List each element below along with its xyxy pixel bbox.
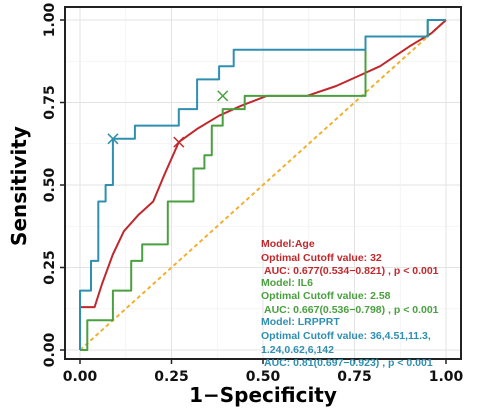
x-tick-label: 0.75: [337, 369, 372, 385]
x-tick-label: 0.00: [63, 369, 98, 385]
reference-diagonal: [79, 19, 447, 351]
roc-line-lrpprt: [79, 19, 446, 350]
reference-line: [79, 19, 447, 351]
axis-ticks: 0.00 0.00 0.25 0.25 0.50 0.50 0.75 0.75 1.00 1.00: [42, 2, 464, 385]
y-tick-label: 0.25: [42, 250, 58, 285]
y-tick-label: 0.50: [42, 167, 58, 202]
roc-line-age: [79, 19, 447, 350]
y-tick-label: 0.75: [42, 85, 58, 120]
cutoff-marker-lrpprt: [107, 133, 119, 145]
annotation-line: Model:Age: [261, 238, 315, 250]
legend-annotations: Model:Age Optimal Cutoff value: 32 AUC: 0…: [261, 238, 439, 369]
y-tick-label: 0.00: [42, 332, 58, 367]
x-axis-title: 1−Specificity: [189, 383, 337, 407]
x-tick-label: 0.25: [154, 369, 189, 385]
annotation-line: AUC: 0.677(0.534−0.821) , p < 0.001: [264, 265, 439, 277]
annotation-line: AUC: 0.667(0.536−0.798) , p < 0.001: [264, 304, 439, 316]
cutoff-marker-stroke: [107, 133, 119, 145]
annotation-line: Optimal Cutoff value: 36,4.51,11.3,: [261, 330, 431, 342]
annotation-line: AUC: 0.81(0.697−0.923) , p < 0.001: [264, 357, 433, 369]
annotation-line: Optimal Cutoff value: 2.58: [261, 290, 391, 302]
annotation-line: Optimal Cutoff value: 32: [261, 252, 382, 264]
cutoff-marker-stroke: [173, 136, 185, 148]
roc-line-il6: [80, 19, 446, 351]
y-axis-title: Sensitivity: [7, 126, 31, 246]
annotation-line: Model: LRPPRT: [261, 316, 340, 328]
y-tick-label: 1.00: [42, 2, 58, 37]
cutoff-marker-stroke: [217, 90, 229, 102]
cutoff-marker-il6: [217, 90, 229, 102]
series-group: [79, 19, 447, 351]
x-tick-label: 1.00: [429, 369, 464, 385]
cutoff-marker-age: [173, 136, 185, 148]
x-tick-label: 0.50: [246, 369, 281, 385]
annotation-line: Model: IL6: [261, 277, 313, 289]
annotation-line: 1.24,0.62,6,142: [261, 344, 334, 356]
